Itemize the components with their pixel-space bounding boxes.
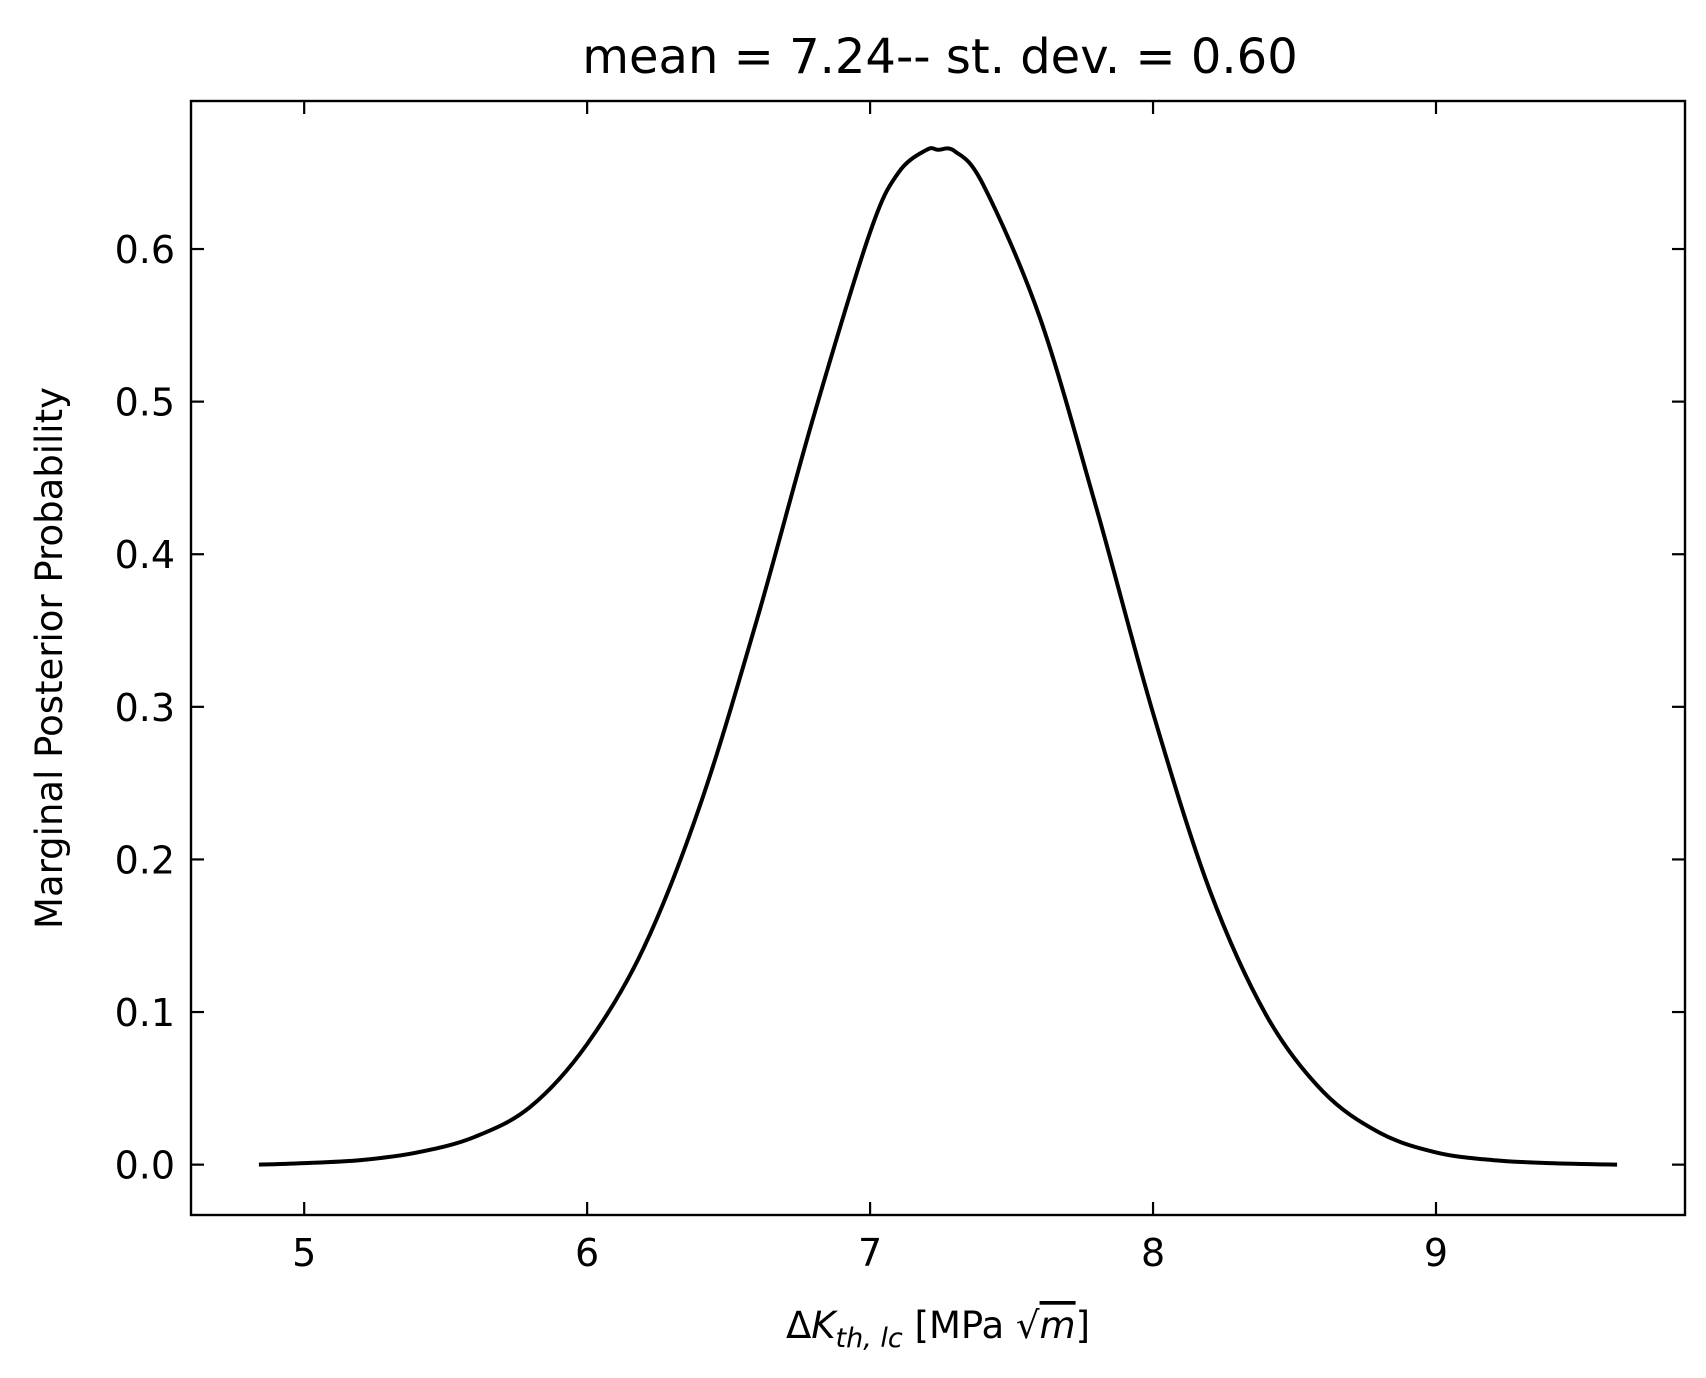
x-axis-label-subscript: th, lc: [836, 1323, 903, 1354]
y-tick-label: 0.3: [115, 686, 175, 730]
x-axis-label-open: [MPa: [903, 1304, 1016, 1347]
ticks: 5 6 7 8 9 0.0 0.1 0.2 0.3 0.4 0.5 0.6: [115, 101, 1685, 1275]
x-tick-label: 6: [575, 1231, 599, 1275]
y-axis-label: Marginal Posterior Probability: [28, 387, 71, 929]
x-axis-label-sqrt: √: [1016, 1304, 1040, 1347]
x-axis-label-var: K: [811, 1304, 838, 1347]
y-tick-label: 0.4: [115, 533, 175, 577]
x-tick-label: 5: [292, 1231, 316, 1275]
x-tick-label: 9: [1424, 1231, 1448, 1275]
x-axis-label-radicand: m: [1040, 1304, 1076, 1347]
y-tick-label: 0.0: [115, 1144, 175, 1188]
y-tick-label: 0.5: [115, 381, 175, 425]
y-tick-label: 0.1: [115, 991, 175, 1035]
x-axis-label-close: ]: [1076, 1304, 1090, 1347]
x-tick-label: 7: [858, 1231, 882, 1275]
x-axis-label: ΔKth, lc [MPa √m]: [786, 1304, 1090, 1354]
series-line: [258, 146, 1618, 1167]
plot-frame: [189, 99, 1687, 1217]
plot-lines: [258, 146, 1618, 1167]
x-tick-label: 8: [1141, 1231, 1165, 1275]
x-axis-label-delta: Δ: [786, 1304, 811, 1347]
y-tick-label: 0.2: [115, 838, 175, 882]
y-tick-label: 0.6: [115, 228, 175, 272]
chart-title: mean = 7.24-- st. dev. = 0.60: [582, 29, 1298, 85]
